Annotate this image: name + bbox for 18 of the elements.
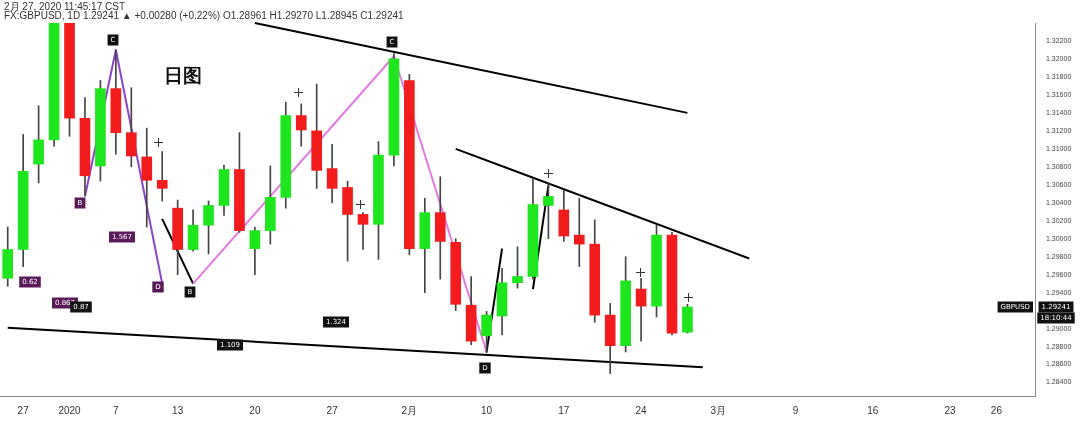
annotation: 日图 xyxy=(164,63,202,86)
chart-subtitle: 2月 27, 2020 11:45:17 CST xyxy=(4,1,126,12)
x-tick-label: 16 xyxy=(867,404,879,416)
x-tick-label: 24 xyxy=(635,404,648,416)
x-tick-label: 17 xyxy=(558,404,570,416)
x-tick-label: 2020 xyxy=(58,404,82,416)
x-tick-label: 9 xyxy=(792,404,799,416)
x-tick-label: 27 xyxy=(326,404,339,416)
x-tick-label: 23 xyxy=(944,404,957,416)
x-tick-label: 10 xyxy=(481,404,493,416)
x-tick-label: 2月 xyxy=(401,404,418,416)
x-tick-label: 3月 xyxy=(710,404,727,416)
x-tick-label: 7 xyxy=(113,404,120,416)
x-tick-label: 20 xyxy=(249,404,261,416)
x-tick-label: 26 xyxy=(990,404,1003,416)
x-tick-label: 27 xyxy=(17,404,30,416)
x-tick-label: 13 xyxy=(172,404,184,416)
chart-title: FX:GBPUSD, 1D 1.29241 ▲ +0.00280 (+0.22%) O1.28961 H1.29270 L1.28945 C1.29241 xyxy=(4,10,404,21)
